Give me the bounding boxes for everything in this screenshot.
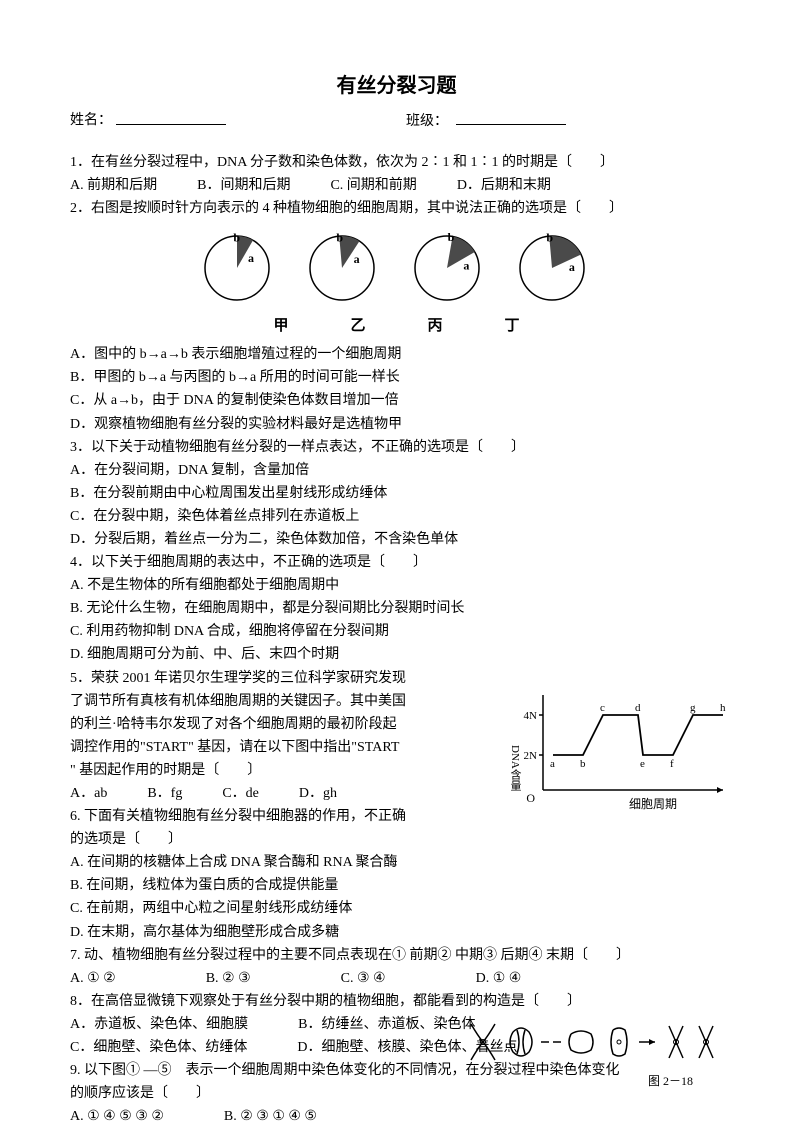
q4-opt-c: C. 利用药物抑制 DNA 合成，细胞将停留在分裂间期 <box>70 620 723 643</box>
q3-opt-a: A．在分裂间期，DNA 复制，含量加倍 <box>70 459 723 482</box>
q2-opt-c: C．从 a→b，由于 DNA 的复制使染色体数目增加一倍 <box>70 389 723 412</box>
q9-options: A. ① ④ ⑤ ③ ② B. ② ③ ① ④ ⑤ <box>70 1105 723 1128</box>
q5-wrap: 5．荣获 2001 年诺贝尔生理学奖的三位科学家研究发现 了调节所有真核有机体细… <box>70 667 723 806</box>
q7-text: 7. 动、植物细胞有丝分裂过程中的主要不同点表现在① 前期② 中期③ 后期④ 末… <box>70 944 723 967</box>
q6-l1: 6. 下面有关植物细胞有丝分裂中细胞器的作用，不正确 <box>70 805 490 828</box>
q5-options: A．ab B．fg C．de D．gh <box>70 782 490 805</box>
q1-text: 1．在有丝分裂过程中，DNA 分子数和染色体数，依次为 2∶1 和 1∶1 的时… <box>70 151 723 174</box>
q2-opt-b: B．甲图的 b→a 与丙图的 b→a 所用的时间可能一样长 <box>70 366 723 389</box>
q5-opt-c: C．de <box>222 782 259 805</box>
q9-opt-a: A. ① ④ ⑤ ③ ② <box>70 1105 164 1128</box>
svg-text:a: a <box>463 259 469 273</box>
chromosome-svg <box>463 1018 743 1066</box>
q1-opt-b: B．间期和后期 <box>197 174 290 197</box>
svg-text:a: a <box>247 252 253 266</box>
q3-opt-d: D．分裂后期，着丝点一分为二，染色体数加倍，不含染色单体 <box>70 528 723 551</box>
q5-chart: 2N 4N a b c d e f g h 细胞周期 DNA含量 O <box>503 675 733 823</box>
svg-text:4N: 4N <box>524 710 538 722</box>
q5-opt-d: D．gh <box>299 782 337 805</box>
q5-l1: 5．荣获 2001 年诺贝尔生理学奖的三位科学家研究发现 <box>70 667 490 690</box>
q9-l2: 的顺序应该是〔 〕 <box>70 1082 723 1105</box>
q8-opt-a: A．赤道板、染色体、细胞膜 <box>70 1013 248 1036</box>
svg-text:f: f <box>670 758 674 770</box>
pie-label-2: 乙 <box>350 314 365 339</box>
q8-opt-b: B．纺缍丝、赤道板、染色体 <box>298 1013 475 1036</box>
q6-opt-d: D. 在末期，高尔基体为细胞壁形成合成多糖 <box>70 921 723 944</box>
q9-chromosome-diagram <box>463 1018 743 1074</box>
pie-label-4: 丁 <box>505 314 520 339</box>
q2-text: 2．右图是按顺时针方向表示的 4 种植物细胞的细胞周期，其中说法正确的选项是〔 … <box>70 197 723 220</box>
q3-text: 3．以下关于动植物细胞有丝分裂的一样点表达，不正确的选项是〔 〕 <box>70 436 723 459</box>
svg-text:h: h <box>720 702 726 714</box>
q6-opt-b: B. 在间期，线粒体为蛋白质的合成提供能量 <box>70 874 723 897</box>
svg-text:a: a <box>550 758 555 770</box>
svg-text:e: e <box>640 758 645 770</box>
svg-text:g: g <box>690 702 696 714</box>
q6-opt-a: A. 在间期的核糖体上合成 DNA 聚合酶和 RNA 聚合酶 <box>70 851 723 874</box>
q5-l2: 了调节所有真核有机体细胞周期的关键因子。其中美国 <box>70 690 490 713</box>
q7-options: A. ① ② B. ② ③ C. ③ ④ D. ① ④ <box>70 967 723 990</box>
q7-opt-a: A. ① ② <box>70 967 116 990</box>
q3-opt-c: C．在分裂中期，染色体着丝点排列在赤道板上 <box>70 505 723 528</box>
q3-opt-b: B．在分裂前期由中心粒周围发出星射线形成纺缍体 <box>70 482 723 505</box>
q6-l2: 的选项是〔 〕 <box>70 828 723 851</box>
q4-opt-d: D. 细胞周期可分为前、中、后、末四个时期 <box>70 643 723 666</box>
class-blank[interactable] <box>456 109 566 125</box>
q5-chart-svg: 2N 4N a b c d e f g h 细胞周期 DNA含量 O <box>503 675 733 815</box>
q6-opt-c: C. 在前期，两组中心粒之间星射线形成纺缍体 <box>70 897 723 920</box>
svg-text:细胞周期: 细胞周期 <box>629 797 677 811</box>
q1-opt-a: A. 前期和后期 <box>70 174 157 197</box>
pie-label-3: 丙 <box>428 314 443 339</box>
q5-l3: 的利兰·哈特韦尔发现了对各个细胞周期的最初阶段起 <box>70 713 490 736</box>
q1-opt-c: C. 间期和前期 <box>330 174 416 197</box>
svg-text:c: c <box>600 702 605 714</box>
svg-text:d: d <box>635 702 641 714</box>
q2-opt-d: D．观察植物细胞有丝分裂的实验材料最好是选植物甲 <box>70 413 723 436</box>
figure-caption: 图 2－18 <box>648 1072 693 1092</box>
q1-opt-d: D．后期和末期 <box>457 174 551 197</box>
svg-text:O: O <box>526 791 535 805</box>
q5-l4: 调控作用的"START" 基因，请在以下图中指出"START <box>70 736 490 759</box>
header-row: 姓名： 班级： <box>70 109 723 133</box>
page-title: 有丝分裂习题 <box>70 70 723 103</box>
pie-label-1: 甲 <box>273 314 288 339</box>
q5-opt-b: B．fg <box>147 782 182 805</box>
q4-opt-a: A. 不是生物体的所有细胞都处于细胞周期中 <box>70 574 723 597</box>
q1-options: A. 前期和后期 B．间期和后期 C. 间期和前期 D．后期和末期 <box>70 174 723 197</box>
pie-charts-svg: babababa <box>187 228 607 308</box>
q4-opt-b: B. 无论什么生物，在细胞周期中，都是分裂间期比分裂期时间长 <box>70 597 723 620</box>
svg-text:DNA含量: DNA含量 <box>509 745 522 791</box>
svg-text:b: b <box>233 231 240 245</box>
svg-text:b: b <box>447 230 454 244</box>
svg-text:a: a <box>353 252 359 266</box>
q5-opt-a: A．ab <box>70 782 107 805</box>
q7-opt-c: C. ③ ④ <box>341 967 386 990</box>
q5-l5: " 基因起作用的时期是〔 〕 <box>70 759 490 782</box>
name-blank[interactable] <box>116 109 226 125</box>
svg-text:2N: 2N <box>524 750 538 762</box>
q9-opt-b: B. ② ③ ① ④ ⑤ <box>224 1105 317 1128</box>
q7-opt-b: B. ② ③ <box>206 967 251 990</box>
svg-text:a: a <box>568 260 574 274</box>
q8-text: 8．在高倍显微镜下观察处于有丝分裂中期的植物细胞，都能看到的构造是〔 〕 <box>70 990 723 1013</box>
name-label: 姓名： <box>70 109 112 133</box>
q4-text: 4．以下关于细胞周期的表达中，不正确的选项是〔 〕 <box>70 551 723 574</box>
q7-opt-d: D. ① ④ <box>476 967 522 990</box>
svg-text:b: b <box>580 758 586 770</box>
svg-text:b: b <box>546 231 553 245</box>
class-label: 班级： <box>406 114 448 129</box>
q8-opt-c: C．细胞壁、染色体、纺缍体 <box>70 1036 247 1059</box>
q2-opt-a: A．图中的 b→a→b 表示细胞增殖过程的一个细胞周期 <box>70 343 723 366</box>
q2-pie-diagram: babababa 甲 乙 丙 丁 <box>70 228 723 339</box>
svg-text:b: b <box>336 231 343 245</box>
